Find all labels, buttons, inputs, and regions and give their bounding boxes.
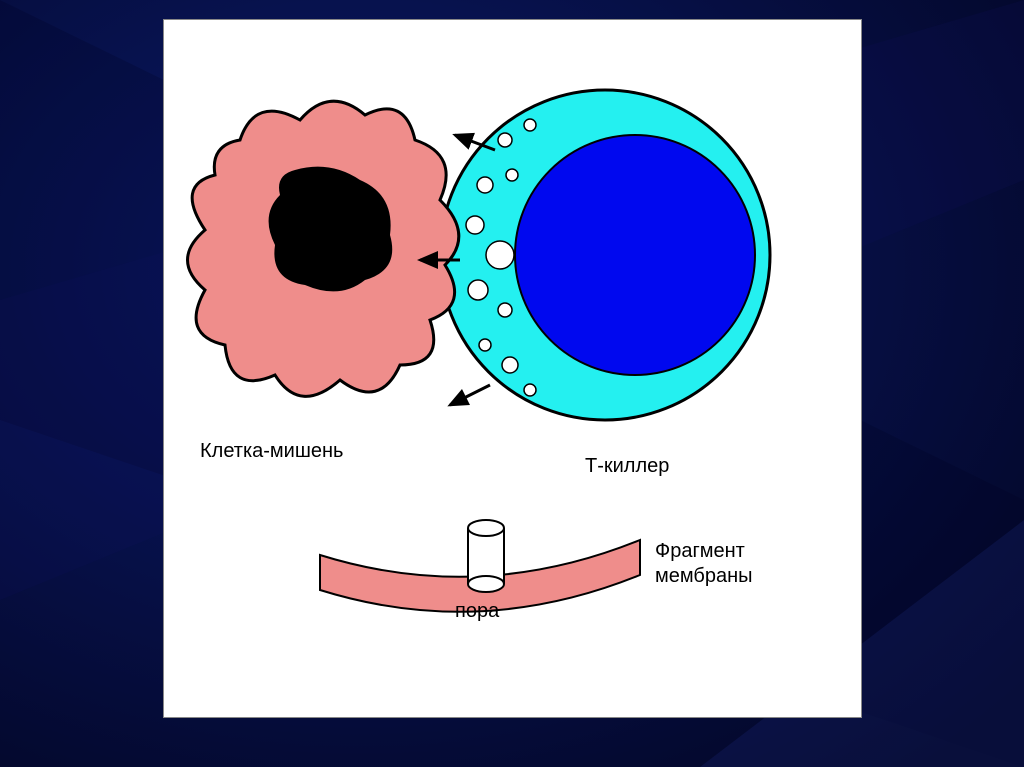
slide-root: Клетка-мишень Т-киллер пора Фрагмент мем… — [0, 0, 1024, 767]
arrow — [450, 385, 490, 405]
vesicle — [524, 384, 536, 396]
vesicle — [468, 280, 488, 300]
label-target-cell: Клетка-мишень — [200, 440, 343, 463]
pore-cylinder — [468, 520, 504, 592]
t-killer-nucleus — [515, 135, 755, 375]
vesicle — [524, 119, 536, 131]
vesicle — [498, 133, 512, 147]
label-membrane-l1: Фрагмент — [655, 540, 745, 563]
diagram-svg — [0, 0, 1024, 767]
vesicle — [477, 177, 493, 193]
vesicle — [506, 169, 518, 181]
vesicle — [498, 303, 512, 317]
vesicle — [479, 339, 491, 351]
label-t-killer: Т-киллер — [585, 455, 669, 478]
vesicle — [466, 216, 484, 234]
vesicle — [502, 357, 518, 373]
label-pore: пора — [455, 600, 499, 623]
label-membrane-l2: мембраны — [655, 565, 753, 588]
vesicle — [486, 241, 514, 269]
